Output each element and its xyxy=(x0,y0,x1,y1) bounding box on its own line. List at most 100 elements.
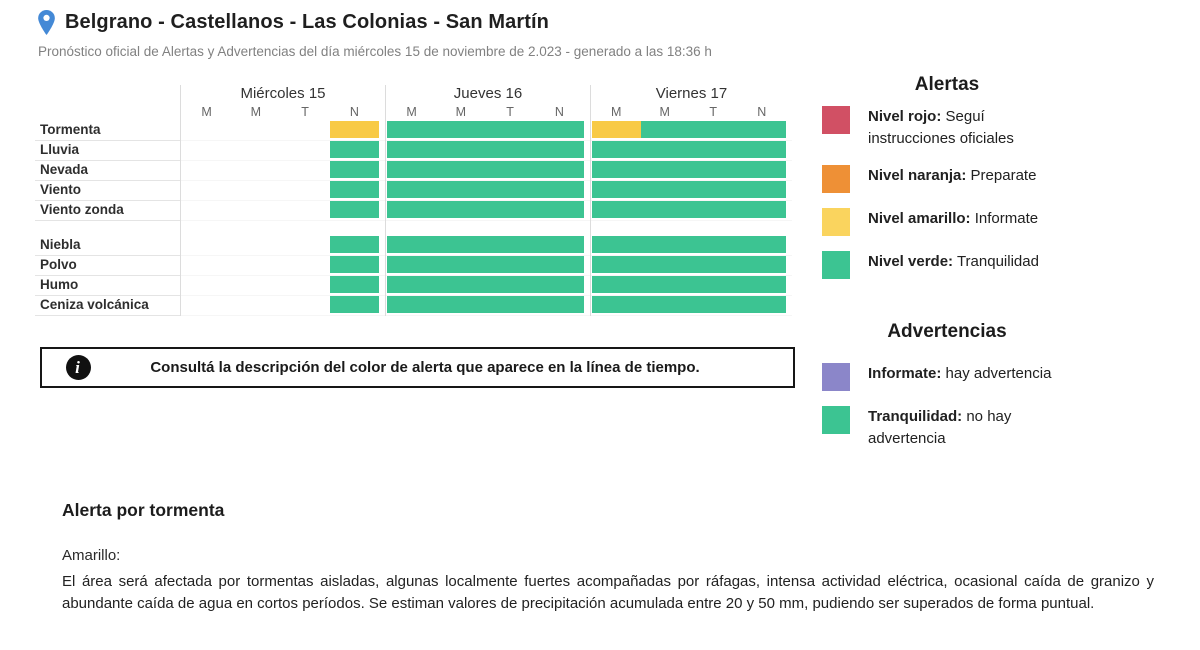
timeline-row xyxy=(386,161,590,181)
timeline-cell xyxy=(387,181,437,200)
alert-cell-fill xyxy=(640,141,689,158)
timeline-cell xyxy=(329,181,379,200)
alert-cell-fill xyxy=(329,256,379,273)
timeline-cell xyxy=(534,121,584,140)
timeline-row xyxy=(181,161,385,181)
legend-swatch xyxy=(822,251,850,279)
timeline-row xyxy=(591,121,792,141)
timeline-cell xyxy=(329,121,379,140)
timeline-cell xyxy=(281,296,330,315)
alert-cell-fill xyxy=(689,141,738,158)
alert-detail-title: Alerta por tormenta xyxy=(62,500,225,520)
timeline-cell xyxy=(329,256,379,275)
timeline-cell xyxy=(485,161,535,180)
timeline-cell xyxy=(592,141,641,160)
alert-cell-fill xyxy=(387,181,437,198)
timeline-cell xyxy=(534,201,584,220)
timeline-cell xyxy=(329,161,379,180)
alerts-legend-items: Nivel rojo: Seguí instrucciones oficiale… xyxy=(822,106,1084,279)
timeline-cell xyxy=(436,181,486,200)
timeline-cell xyxy=(387,256,437,275)
alert-cell-fill xyxy=(592,201,641,218)
timeline-cell xyxy=(387,201,437,220)
timeline-cell xyxy=(592,201,641,220)
info-banner: i Consultá la descripción del color de a… xyxy=(40,347,795,388)
legend-item: Nivel verde: Tranquilidad xyxy=(822,251,1084,279)
day-column: Miércoles 15 M M T N xyxy=(180,85,385,316)
alert-cell-fill xyxy=(387,296,437,313)
alert-cell-fill xyxy=(329,181,379,198)
timeline-row-labels: Tormenta Lluvia Nevada Viento Viento zonda Ni… xyxy=(35,85,180,316)
timeline-cell xyxy=(640,161,689,180)
alert-cell-fill xyxy=(387,141,437,158)
timeline-cell xyxy=(281,256,330,275)
timeline-cell xyxy=(737,296,786,315)
location-pin-icon xyxy=(38,10,55,35)
alert-cell-fill xyxy=(534,276,584,293)
alert-cell-fill xyxy=(329,141,379,158)
timeline-cell xyxy=(436,256,486,275)
timeline-cell xyxy=(640,141,689,160)
alert-cell-fill xyxy=(329,201,379,218)
alert-cell-fill xyxy=(592,236,641,253)
timeline-cell xyxy=(485,201,535,220)
timeline-cell xyxy=(329,141,379,160)
timeline-cell xyxy=(737,276,786,295)
timeline-cell xyxy=(436,236,486,255)
alert-cell-fill xyxy=(485,141,535,158)
alert-cell-fill xyxy=(592,161,641,178)
period-label: N xyxy=(349,105,359,119)
alert-cell-fill xyxy=(329,296,379,313)
timeline-cell xyxy=(436,276,486,295)
alert-cell-fill xyxy=(436,141,486,158)
alert-detail-section: Alerta por tormenta Amarillo: El área se… xyxy=(62,500,1154,615)
timeline-cell xyxy=(329,236,379,255)
legend-label: Nivel rojo: xyxy=(868,108,942,125)
row-label: Viento zonda xyxy=(35,201,180,221)
alert-cell-fill xyxy=(534,181,584,198)
timeline-row xyxy=(386,181,590,201)
alert-cell-fill xyxy=(485,296,535,313)
alert-cell-fill xyxy=(737,201,786,218)
day-header: Miércoles 15 xyxy=(240,85,326,102)
timeline-row xyxy=(181,276,385,296)
label-column-spacer xyxy=(35,85,180,121)
timeline-row xyxy=(591,276,792,296)
timeline-cell xyxy=(281,236,330,255)
timeline-cell xyxy=(387,296,437,315)
timeline-cell xyxy=(436,141,486,160)
timeline-cell xyxy=(485,276,535,295)
timeline-cell xyxy=(281,276,330,295)
alert-cell-fill xyxy=(640,121,689,138)
alert-cell-fill xyxy=(689,161,738,178)
legend-label: Nivel verde: xyxy=(868,253,954,270)
timeline-cell xyxy=(592,121,641,140)
alert-cell-fill xyxy=(485,121,535,138)
legend-swatch xyxy=(822,106,850,134)
alert-timeline: Tormenta Lluvia Nevada Viento Viento zonda Ni… xyxy=(35,85,792,316)
period-label: M xyxy=(406,105,417,119)
legend-text: Nivel verde: Tranquilidad xyxy=(868,253,1039,270)
timeline-cell xyxy=(534,161,584,180)
timeline-cell xyxy=(436,161,486,180)
row-group-gap xyxy=(181,221,385,236)
row-label: Ceniza volcánica xyxy=(35,296,180,316)
period-label: M xyxy=(455,105,467,119)
legend-panel: Alertas Nivel rojo: Seguí instrucciones … xyxy=(822,74,1084,465)
advisories-legend-items: Informate: hay advertencia Tranquilidad: … xyxy=(822,363,1084,450)
timeline-cell xyxy=(182,256,231,275)
legend-text: Nivel naranja: Preparate xyxy=(868,167,1037,184)
period-label: M xyxy=(250,105,262,119)
alert-cell-fill xyxy=(387,236,437,253)
row-label: Humo xyxy=(35,276,180,296)
period-label: M xyxy=(611,105,622,119)
alert-cell-fill xyxy=(737,181,786,198)
alert-cell-fill xyxy=(737,296,786,313)
timeline-row xyxy=(386,256,590,276)
timeline-cell xyxy=(640,296,689,315)
timeline-cell xyxy=(281,181,330,200)
day-column: Viernes 17 M M T N xyxy=(590,85,792,316)
alert-cell-fill xyxy=(640,236,689,253)
timeline-cell xyxy=(182,201,231,220)
alert-cell-fill xyxy=(485,276,535,293)
